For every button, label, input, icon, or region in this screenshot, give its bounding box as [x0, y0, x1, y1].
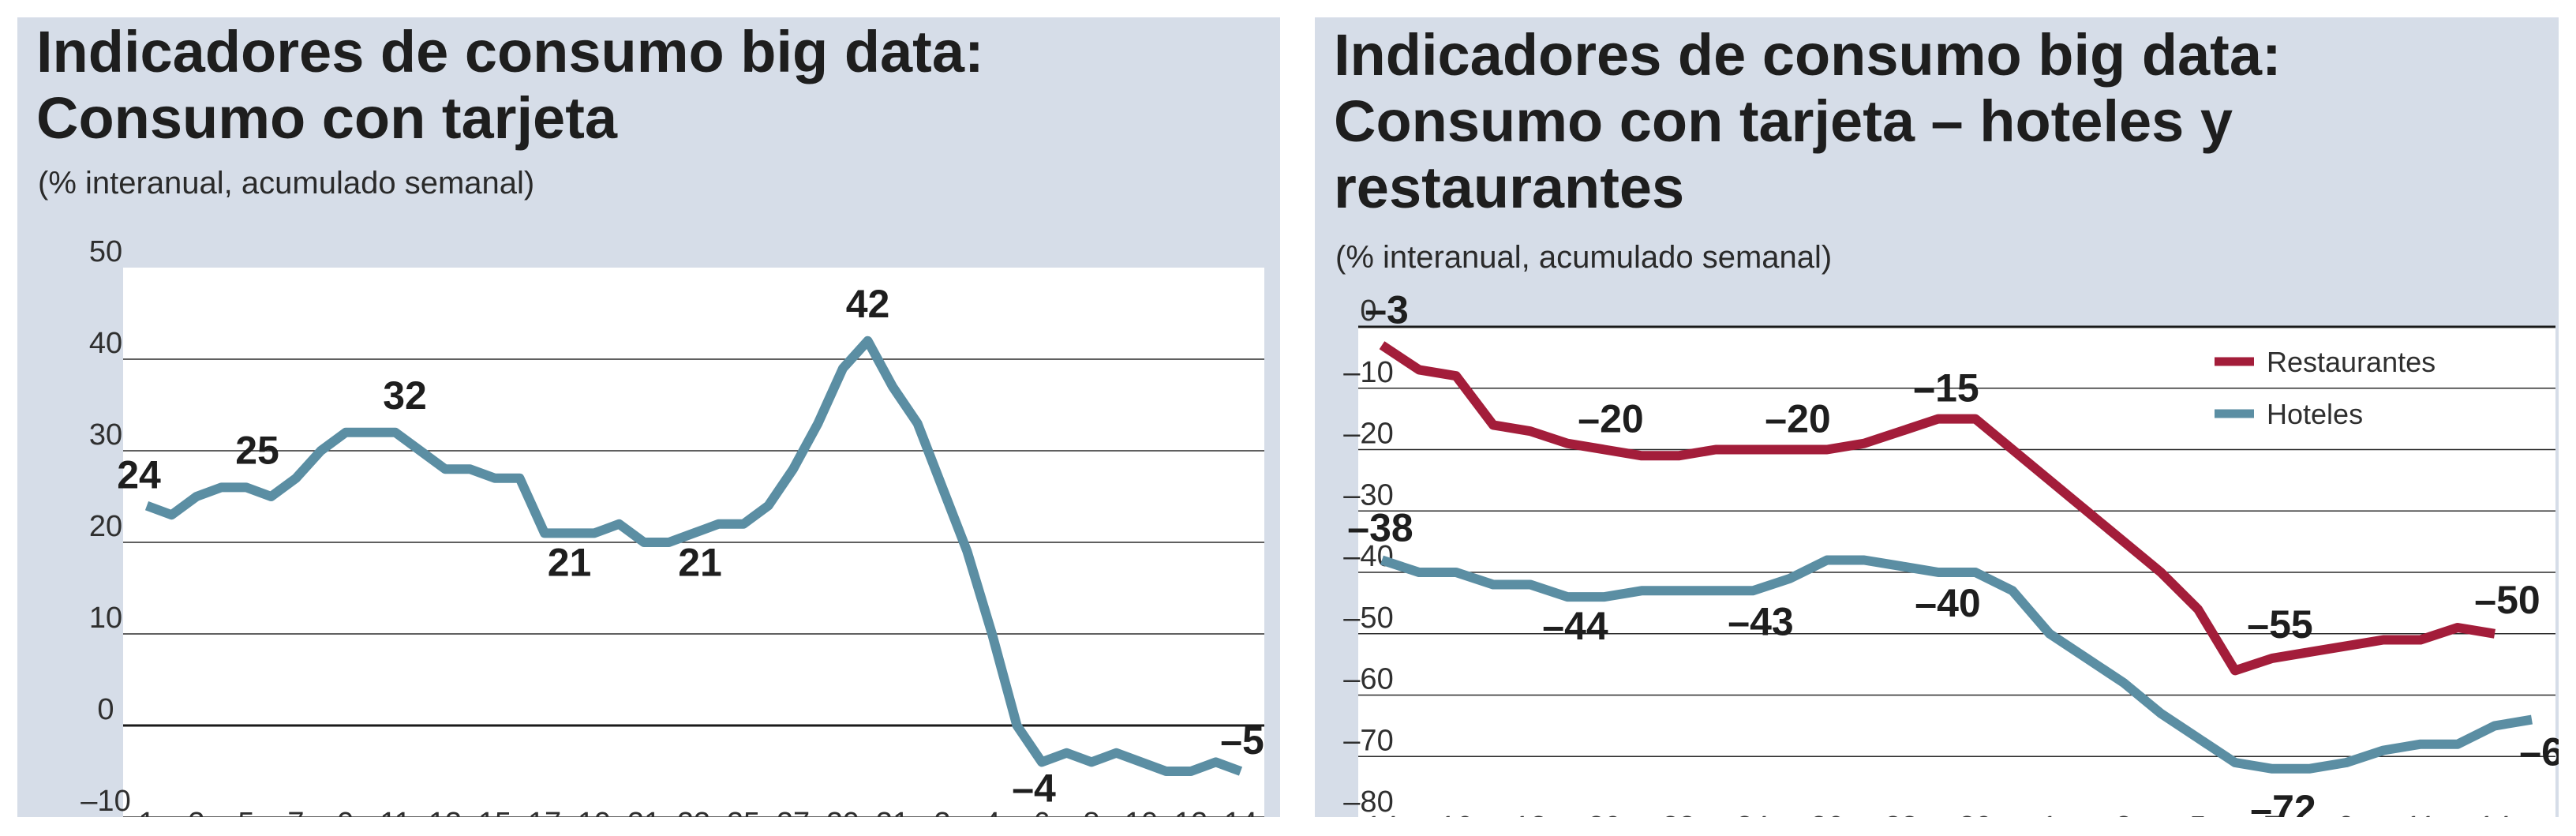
y-tick-label: 30	[89, 418, 122, 452]
x-tick-label: 19	[578, 807, 611, 817]
x-tick-label: 6	[1033, 807, 1050, 817]
data-label: 24	[117, 453, 161, 497]
x-tick-label: 18	[1514, 811, 1547, 817]
data-label: –20	[1765, 397, 1830, 441]
restaurantes-series-line	[1379, 341, 2496, 676]
y-tick-label: 0	[1360, 294, 1376, 328]
chart-subtitle: (% interanual, acumulado semanal)	[38, 166, 535, 201]
legend-label: Hoteles	[2267, 398, 2363, 430]
y-tick-label: –10	[1343, 356, 1393, 389]
x-tick-label: 15	[478, 807, 511, 817]
x-tick-label: 9	[337, 807, 354, 817]
x-tick-label: 3	[188, 807, 204, 817]
x-tick-label: 14	[2478, 811, 2511, 817]
chart-title: Indicadores de consumo big data: Consumo…	[1334, 22, 2282, 220]
data-label: –43	[1728, 599, 1793, 643]
data-label: –38	[1347, 505, 1413, 549]
x-tick-label: 13	[429, 807, 462, 817]
x-tick-label: 20	[1588, 811, 1621, 817]
y-tick-label: 50	[89, 235, 122, 268]
data-label: –55	[2247, 602, 2312, 647]
x-tick-label: 29	[826, 807, 859, 817]
x-tick-label: 1	[2041, 811, 2057, 817]
y-tick-label: –80	[1343, 785, 1393, 817]
x-tick-label: 11	[380, 807, 410, 817]
x-tick-label: 12	[1174, 807, 1208, 817]
y-tick-label: –60	[1343, 663, 1393, 696]
x-tick-label: 16	[1440, 811, 1473, 817]
data-label: 25	[235, 428, 279, 472]
y-tick-label: 10	[89, 602, 122, 635]
x-tick-label: 28	[1885, 811, 1918, 817]
x-tick-label: 17	[528, 807, 561, 817]
y-tick-label: –30	[1343, 478, 1393, 512]
x-tick-label: 21	[627, 807, 661, 817]
data-label: –5	[1220, 718, 1264, 763]
x-tick-label: 31	[876, 807, 909, 817]
chart-panel-card-consumption: Indicadores de consumo big data: Consumo…	[17, 17, 1280, 817]
line-chart-card-consumption: 50403020100–1013579111315171921232527293…	[80, 235, 1264, 817]
line-chart-hotels-restaurants: 0–10–20–30–40–50–60–70–80141618202224262…	[1343, 287, 2559, 817]
x-tick-label: 24	[1736, 811, 1769, 817]
x-tick-label: 7	[2263, 811, 2280, 817]
x-tick-label: 5	[2189, 811, 2206, 817]
data-label: –40	[1915, 581, 1980, 625]
x-tick-label: 10	[1125, 807, 1158, 817]
x-tick-label: 7	[287, 807, 304, 817]
data-series-line	[144, 336, 1243, 776]
data-label: –20	[1578, 397, 1643, 441]
data-label: –50	[2474, 578, 2540, 622]
data-label: –44	[1542, 604, 1608, 648]
data-label: 21	[678, 540, 722, 584]
x-tick-label: 23	[677, 807, 710, 817]
y-tick-label: –50	[1343, 602, 1393, 635]
data-label: –3	[1365, 287, 1409, 332]
x-tick-label: 25	[727, 807, 760, 817]
y-tick-label: –10	[80, 785, 130, 817]
x-tick-label: 4	[983, 807, 1000, 817]
y-tick-label: –70	[1343, 724, 1393, 757]
y-tick-label: 20	[89, 510, 122, 543]
x-tick-label: 22	[1662, 811, 1695, 817]
x-tick-label: 14	[1224, 807, 1257, 817]
legend-label: Restaurantes	[2267, 346, 2436, 378]
y-tick-label: 40	[89, 327, 122, 360]
x-tick-label: 9	[2338, 811, 2354, 817]
data-label: –64	[2519, 730, 2559, 774]
data-label: –15	[1913, 366, 1979, 411]
x-tick-label: 26	[1810, 811, 1844, 817]
data-label: 42	[846, 282, 890, 326]
x-tick-label: 30	[1959, 811, 1992, 817]
x-tick-label: 5	[238, 807, 254, 817]
x-tick-label: 3	[2115, 811, 2132, 817]
chart-subtitle: (% interanual, acumulado semanal)	[1335, 240, 1833, 275]
y-tick-label: –20	[1343, 418, 1393, 451]
x-tick-label: 2	[934, 807, 950, 817]
data-label: –4	[1012, 766, 1056, 810]
data-label: –72	[2250, 787, 2316, 817]
x-tick-label: 11	[2405, 811, 2436, 817]
data-label: 21	[548, 540, 592, 584]
hoteles-series-line	[1380, 555, 2533, 774]
chart-panel-hotels-restaurants: Indicadores de consumo big data: Consumo…	[1315, 17, 2559, 817]
chart-title: Indicadores de consumo big data: Consumo…	[36, 19, 984, 151]
x-tick-label: 14	[1365, 811, 1398, 817]
x-tick-label: 1	[138, 807, 155, 817]
x-tick-label: 8	[1083, 807, 1099, 817]
x-tick-label: 27	[777, 807, 810, 817]
data-label: 32	[383, 373, 427, 418]
y-tick-label: 0	[97, 693, 114, 726]
